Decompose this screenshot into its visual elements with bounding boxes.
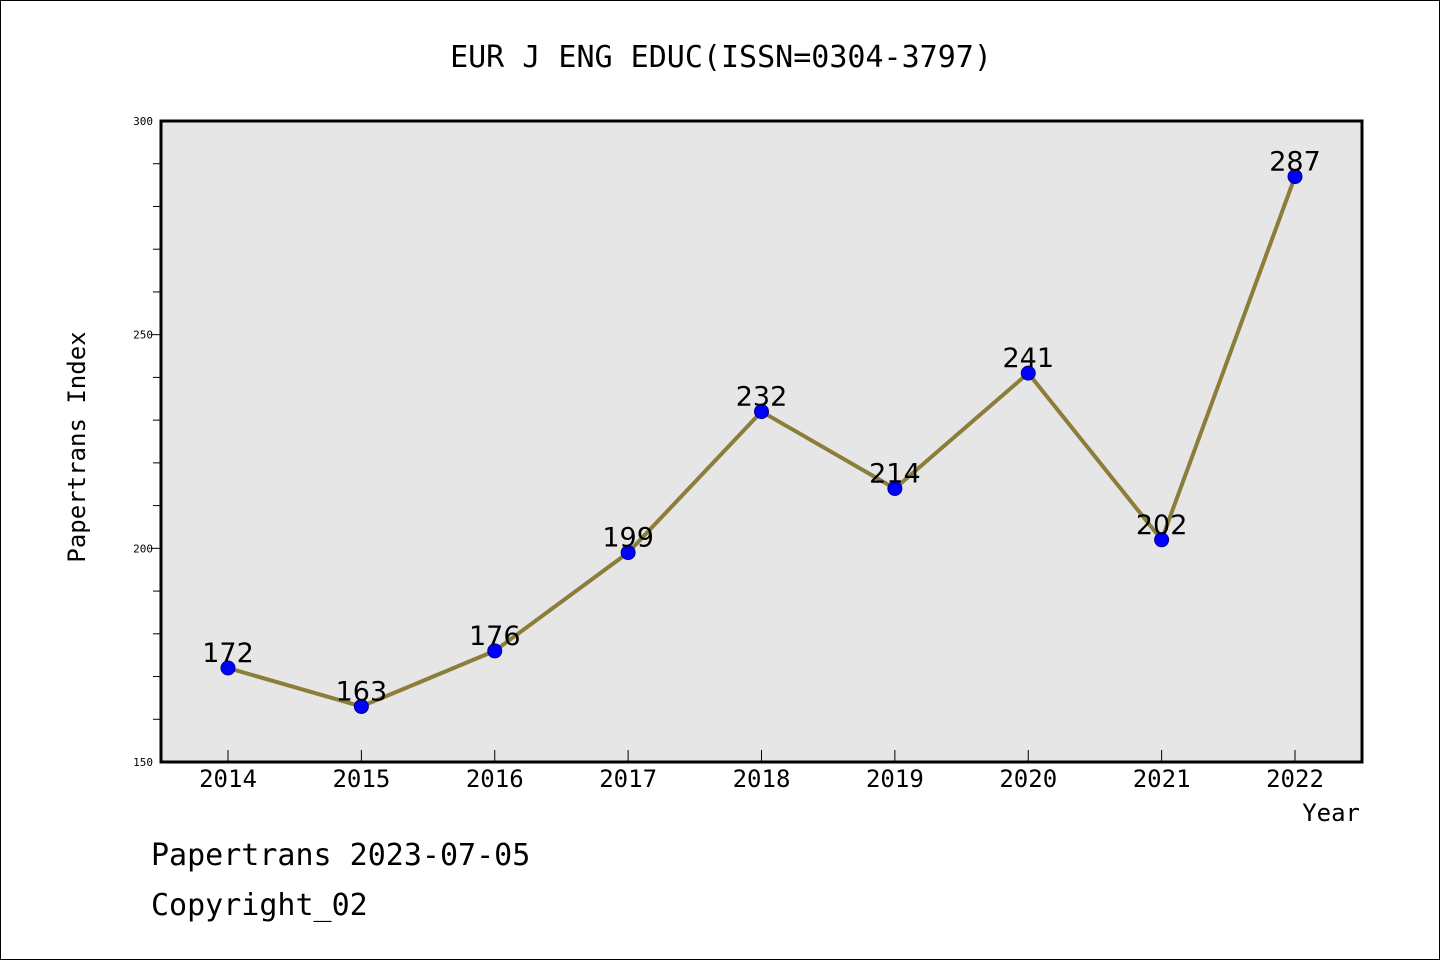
data-label: 176 [469,621,521,652]
data-point [1020,365,1036,381]
y-tick-label: 300 [133,115,153,128]
x-tick-label: 2016 [466,765,524,793]
data-label: 202 [1136,510,1188,541]
y-tick-label: 150 [133,756,153,769]
data-labels: 172 163 176 199 232 214 241 202 287 [202,147,1321,708]
x-axis-label: Year [1302,799,1360,827]
data-point [1287,169,1303,185]
data-point [487,643,503,659]
data-label: 199 [602,523,654,554]
data-label: 232 [736,382,788,413]
series [220,169,1303,714]
data-point [620,545,636,561]
data-point [220,660,236,676]
chart-title: EUR J ENG EDUC(ISSN=0304-3797) [450,40,992,75]
x-tick-label: 2017 [599,765,657,793]
x-tick-label: 2022 [1266,765,1324,793]
data-label: 172 [202,638,254,669]
y-tick-label: 200 [133,542,153,555]
x-tick-label: 2020 [999,765,1057,793]
data-label: 214 [869,459,921,490]
y-axis-label: Papertrans Index [63,331,91,562]
data-label: 163 [336,676,388,707]
x-tick-label: 2018 [733,765,791,793]
x-tick-label: 2015 [332,765,390,793]
x-tick-label: 2021 [1133,765,1191,793]
footer-date: Papertrans 2023-07-05 [151,838,530,873]
data-label: 241 [1002,343,1054,374]
footer-copyright: Copyright_02 [151,888,368,923]
x-tick-label: 2014 [199,765,257,793]
data-point [1154,532,1170,548]
data-point [887,481,903,497]
data-point [754,404,769,420]
data-label: 287 [1269,147,1321,178]
y-tick-label: 250 [133,329,153,342]
x-axis: 2014 2015 2016 2017 2018 2019 2020 2021 2022 [199,750,1324,793]
y-axis: 150 200 250 300 [133,115,161,769]
plot-area [159,119,1364,764]
x-tick-label: 2019 [866,765,924,793]
data-point [353,698,369,714]
